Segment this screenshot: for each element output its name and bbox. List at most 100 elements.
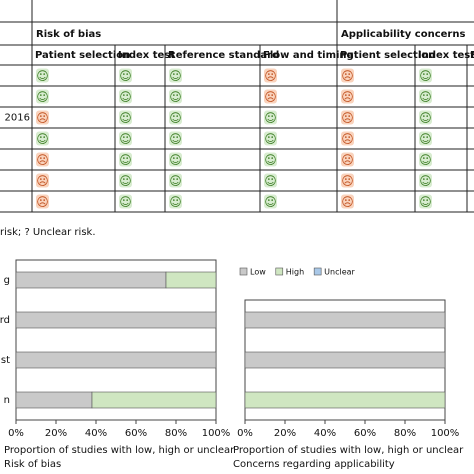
bar-segment xyxy=(244,391,446,409)
rating-bg xyxy=(341,89,354,104)
rating-icon: ☺ xyxy=(419,90,432,104)
rating-icon: ☺ xyxy=(169,195,182,209)
rating-icon: ☺ xyxy=(419,153,432,167)
rating-icon: ☺ xyxy=(419,69,432,83)
rating-bg xyxy=(341,110,354,125)
rating-icon: ☺ xyxy=(264,111,277,125)
x-tick-label: 80% xyxy=(394,428,416,439)
rating-icon: ☹ xyxy=(341,174,354,188)
bar-segment xyxy=(15,271,167,289)
rating-bg xyxy=(36,194,49,209)
rating-icon: ☺ xyxy=(264,132,277,146)
rating-bg xyxy=(169,68,182,83)
rating-icon: ☹ xyxy=(264,90,277,104)
rating-bg xyxy=(119,110,132,125)
bar-segment xyxy=(15,391,93,409)
rating-icon: ☺ xyxy=(264,174,277,188)
legend-label: Low xyxy=(250,268,266,277)
rating-icon: ☹ xyxy=(36,174,49,188)
rating-bg xyxy=(341,152,354,167)
legend-swatch xyxy=(275,267,284,276)
rating-bg xyxy=(169,89,182,104)
column-header: Reference standard xyxy=(168,50,279,61)
rating-icon: ☺ xyxy=(36,132,49,146)
plot-frame xyxy=(15,259,217,421)
rating-icon: ☹ xyxy=(36,153,49,167)
y-tick-label: st xyxy=(1,355,10,366)
rating-bg xyxy=(36,110,49,125)
bar-segment xyxy=(15,311,217,329)
x-tick-label: 0% xyxy=(8,428,24,439)
rating-icon: ☺ xyxy=(169,153,182,167)
rating-icon: ☺ xyxy=(419,111,432,125)
rating-bg xyxy=(119,89,132,104)
rating-icon: ☺ xyxy=(419,195,432,209)
rating-icon: ☺ xyxy=(169,132,182,146)
rating-icon: ☹ xyxy=(264,69,277,83)
rating-bg xyxy=(264,68,277,83)
column-header: Patient selection xyxy=(340,50,435,61)
x-tick-label: 40% xyxy=(314,428,336,439)
rating-bg xyxy=(119,194,132,209)
rating-bg xyxy=(341,131,354,146)
rating-bg xyxy=(119,152,132,167)
rating-icon: ☺ xyxy=(119,153,132,167)
rating-bg xyxy=(119,131,132,146)
x-tick-label: 20% xyxy=(274,428,296,439)
rating-bg xyxy=(419,89,432,104)
rating-bg xyxy=(419,68,432,83)
rating-bg xyxy=(169,152,182,167)
x-tick-label: 100% xyxy=(202,428,231,439)
rating-bg xyxy=(36,89,49,104)
x-tick-label: 0% xyxy=(237,428,253,439)
y-tick-label: n xyxy=(4,395,10,406)
rating-bg xyxy=(341,194,354,209)
y-tick-label: rd xyxy=(0,315,10,326)
rating-bg xyxy=(264,110,277,125)
rating-icon: ☹ xyxy=(341,153,354,167)
column-header: Flow and timing xyxy=(263,50,354,61)
rating-icon: ☹ xyxy=(36,111,49,125)
legend-label: High xyxy=(286,268,304,277)
rating-icon: ☺ xyxy=(36,69,49,83)
chart-subtitle: Risk of bias xyxy=(4,459,61,470)
legend-swatch xyxy=(239,267,248,276)
rating-icon: ☺ xyxy=(119,90,132,104)
rating-icon: ☺ xyxy=(419,174,432,188)
rating-icon: ☺ xyxy=(119,174,132,188)
rating-bg xyxy=(119,173,132,188)
rating-bg xyxy=(419,173,432,188)
rating-icon: ☹ xyxy=(36,195,49,209)
rating-bg xyxy=(341,68,354,83)
rating-icon: ☹ xyxy=(341,195,354,209)
bar-segment xyxy=(244,311,446,329)
rating-icon: ☺ xyxy=(36,90,49,104)
rating-icon: ☺ xyxy=(169,90,182,104)
rating-icon: ☺ xyxy=(264,195,277,209)
rating-bg xyxy=(341,173,354,188)
bar-segment xyxy=(165,271,217,289)
rating-bg xyxy=(419,152,432,167)
rating-icon: ☺ xyxy=(169,69,182,83)
rating-icon: ☹ xyxy=(341,132,354,146)
column-header: R xyxy=(470,50,474,61)
group-header: Applicability concerns xyxy=(341,29,465,40)
rating-bg xyxy=(119,68,132,83)
rating-bg xyxy=(169,194,182,209)
x-tick-label: 20% xyxy=(45,428,67,439)
x-tick-label: 60% xyxy=(354,428,376,439)
rating-bg xyxy=(419,131,432,146)
rating-bg xyxy=(169,131,182,146)
y-tick-label: g xyxy=(4,275,10,286)
rating-icon: ☺ xyxy=(169,174,182,188)
rating-bg xyxy=(419,194,432,209)
bar-segment xyxy=(91,391,217,409)
rating-icon: ☺ xyxy=(419,132,432,146)
x-tick-label: 80% xyxy=(165,428,187,439)
rating-bg xyxy=(264,194,277,209)
x-tick-label: 60% xyxy=(125,428,147,439)
rating-bg xyxy=(264,152,277,167)
rating-bg xyxy=(36,131,49,146)
x-axis-label: Proportion of studies with low, high or … xyxy=(233,445,464,456)
